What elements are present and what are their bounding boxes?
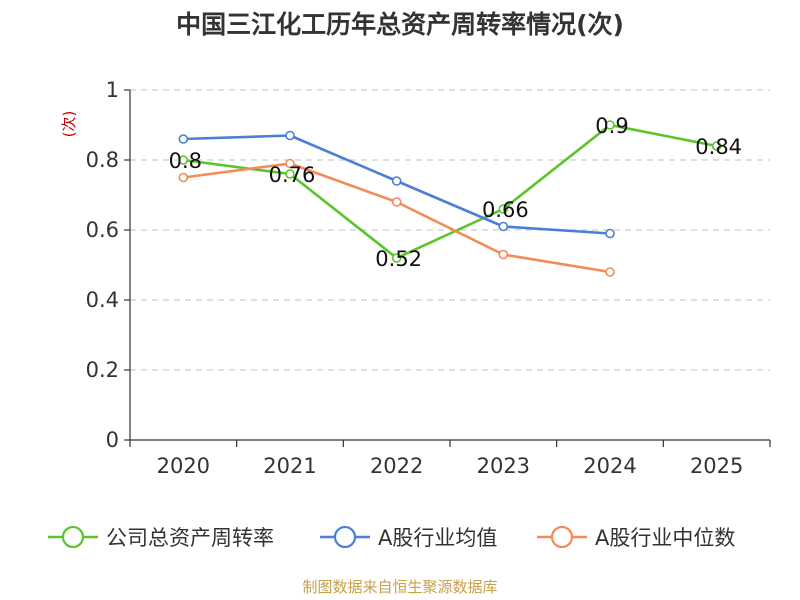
legend-label-company: 公司总资产周转率	[106, 526, 274, 550]
y-tick-label-5: 1	[106, 78, 119, 102]
point-avg-2022[interactable]	[391, 176, 402, 186]
data-label-company-2024: 0.9	[595, 114, 628, 138]
point-avg-2024[interactable]	[605, 228, 615, 239]
point-company-2020[interactable]	[178, 155, 189, 165]
x-axis-ticks: 2020 2021 2022 2023 2024 2025	[129, 440, 771, 478]
data-label-company-2025: 0.84	[695, 135, 742, 159]
legend[interactable]: 公司总资产周转率 A股行业均值 A股行业中位数	[48, 525, 735, 550]
source-note: 制图数据来自恒生聚源数据库	[302, 578, 497, 596]
y-tick-label-2: 0.4	[86, 288, 119, 312]
point-company-2021[interactable]	[285, 169, 295, 179]
point-avg-2020[interactable]	[178, 134, 189, 144]
x-tick-label-2025: 2025	[690, 454, 743, 478]
point-median-2021[interactable]	[285, 158, 295, 169]
point-median-2022[interactable]	[391, 197, 402, 207]
series-points	[178, 120, 722, 277]
point-company-2024[interactable]	[605, 120, 615, 130]
point-avg-2023[interactable]	[498, 221, 509, 232]
chart-title: 中国三江化工历年总资产周转率情况(次)	[176, 10, 624, 39]
point-median-2023[interactable]	[498, 249, 509, 260]
legend-label-median: A股行业中位数	[595, 526, 735, 550]
axes	[129, 90, 770, 441]
x-tick-label-2021: 2021	[263, 454, 316, 478]
point-company-2025[interactable]	[711, 141, 722, 151]
legend-marker-median	[550, 525, 574, 549]
y-axis-ticks: 0 0.2 0.4 0.6 0.8 1	[86, 78, 130, 452]
legend-item-company[interactable]: 公司总资产周转率	[48, 525, 274, 550]
y-tick-label-3: 0.6	[86, 218, 119, 242]
x-tick-label-2024: 2024	[583, 454, 636, 478]
point-company-2022[interactable]	[391, 253, 402, 263]
data-label-company-2023: 0.66	[482, 198, 529, 222]
legend-item-median[interactable]: A股行业中位数	[537, 525, 735, 550]
data-label-company-2020: 0.8	[169, 149, 202, 173]
series-line-company	[183, 123, 717, 260]
point-median-2020[interactable]	[178, 172, 189, 183]
point-median-2024[interactable]	[605, 267, 615, 277]
data-label-company-2022: 0.52	[375, 247, 422, 271]
legend-label-avg: A股行业均值	[378, 526, 497, 550]
x-tick-label-2022: 2022	[370, 454, 423, 478]
x-tick-label-2023: 2023	[477, 454, 530, 478]
point-avg-2021[interactable]	[285, 130, 295, 141]
legend-marker-avg	[333, 525, 357, 549]
data-label-company-2021: 0.76	[269, 163, 316, 187]
series-lines	[183, 123, 717, 274]
data-labels: 0.8 0.76 0.52 0.66 0.9 0.84	[169, 114, 742, 271]
legend-marker-company	[61, 525, 85, 549]
legend-item-avg[interactable]: A股行业均值	[320, 525, 497, 550]
y-tick-label-1: 0.2	[86, 358, 119, 382]
y-tick-label-4: 0.8	[86, 148, 119, 172]
x-tick-label-2020: 2020	[157, 454, 210, 478]
point-company-2023[interactable]	[498, 204, 509, 214]
y-axis-unit-label: (次)	[60, 111, 78, 138]
gridlines	[130, 89, 770, 371]
y-tick-label-0: 0	[106, 428, 119, 452]
